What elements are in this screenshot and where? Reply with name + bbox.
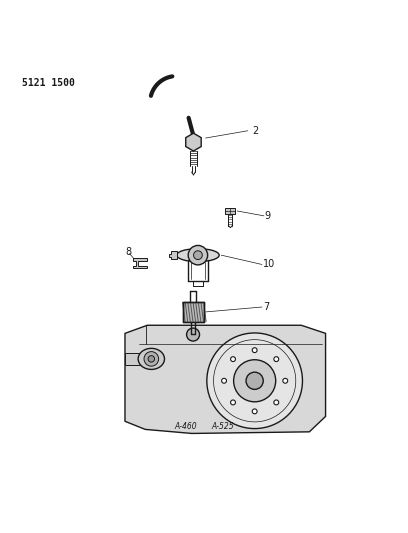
Text: 10: 10 bbox=[263, 260, 275, 270]
Circle shape bbox=[193, 251, 202, 260]
FancyBboxPatch shape bbox=[226, 208, 235, 214]
Ellipse shape bbox=[177, 249, 219, 262]
Ellipse shape bbox=[138, 349, 164, 369]
Text: 5121 1500: 5121 1500 bbox=[22, 78, 75, 88]
Text: 2: 2 bbox=[253, 126, 259, 136]
Circle shape bbox=[234, 360, 276, 402]
Polygon shape bbox=[169, 251, 177, 259]
Circle shape bbox=[144, 352, 159, 366]
FancyBboxPatch shape bbox=[182, 302, 204, 321]
Circle shape bbox=[222, 378, 226, 383]
Circle shape bbox=[231, 357, 235, 361]
Text: A-525: A-525 bbox=[211, 422, 233, 431]
Circle shape bbox=[283, 378, 288, 383]
Polygon shape bbox=[125, 353, 143, 365]
Circle shape bbox=[188, 245, 208, 265]
Text: 7: 7 bbox=[263, 302, 269, 312]
Circle shape bbox=[246, 372, 263, 390]
Text: A-460: A-460 bbox=[175, 422, 197, 431]
Circle shape bbox=[148, 356, 155, 362]
Text: 8: 8 bbox=[125, 247, 131, 257]
Polygon shape bbox=[133, 259, 147, 268]
Polygon shape bbox=[186, 133, 201, 151]
Circle shape bbox=[231, 400, 235, 405]
Circle shape bbox=[186, 328, 200, 341]
Circle shape bbox=[252, 409, 257, 414]
Polygon shape bbox=[125, 325, 326, 433]
Circle shape bbox=[252, 348, 257, 353]
Text: 9: 9 bbox=[265, 211, 271, 221]
Circle shape bbox=[274, 400, 279, 405]
Circle shape bbox=[207, 333, 302, 429]
Circle shape bbox=[274, 357, 279, 361]
